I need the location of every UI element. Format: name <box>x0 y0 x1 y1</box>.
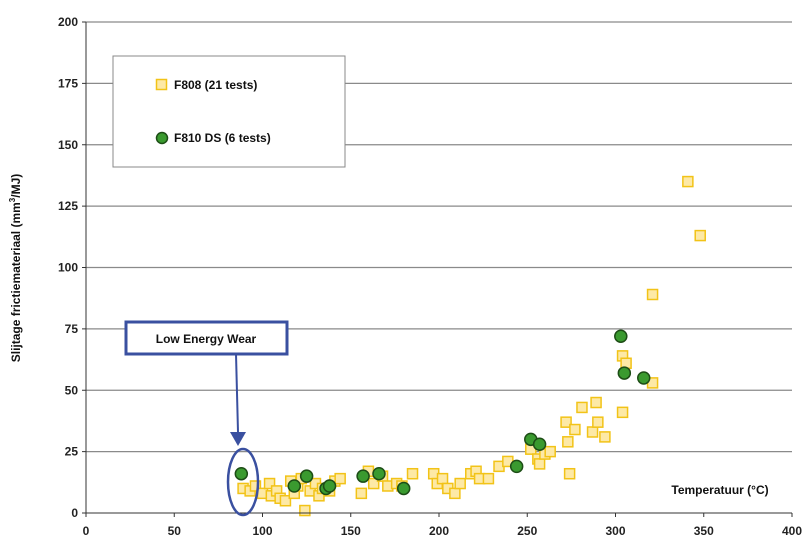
f808-point-23 <box>367 477 380 490</box>
f810-point-11 <box>614 329 628 343</box>
callout-label: Low Energy Wear <box>156 332 257 346</box>
f810-point-12 <box>617 366 632 380</box>
y-tick-label-0: 0 <box>71 506 78 520</box>
tick-labels: 0 25 50 75 100 125 150 175 200 0 50 100 150 200 250 300… <box>58 15 802 538</box>
f808-point-8 <box>279 494 292 507</box>
f808-point-55 <box>616 406 629 419</box>
x-tick-label-300: 300 <box>605 524 625 538</box>
x-tick-label-350: 350 <box>694 524 714 538</box>
y-axis-title-sup: 3 <box>8 197 17 202</box>
legend-box <box>112 55 346 168</box>
f808-point-28 <box>406 467 419 480</box>
f810-point-0 <box>234 466 249 481</box>
callout-arrow-line <box>235 353 239 433</box>
f808-point-33 <box>449 487 461 500</box>
y-tick-label-50: 50 <box>65 383 79 397</box>
f808-point-45 <box>544 445 556 458</box>
f808-point-46 <box>560 416 572 428</box>
f808-point-49 <box>569 423 581 436</box>
f810-point-6 <box>372 466 386 481</box>
f808-point-48 <box>563 467 576 480</box>
f808-point-53 <box>592 416 604 428</box>
f808-point-31 <box>436 472 449 485</box>
legend-marker-f808 <box>155 78 168 91</box>
callout-highlight-ellipse <box>226 447 260 517</box>
y-tick-label-175: 175 <box>58 76 78 90</box>
callout-arrow-head <box>230 432 246 446</box>
f808-point-34 <box>454 477 466 490</box>
y-tick-label-125: 125 <box>58 199 78 213</box>
x-tick-label-250: 250 <box>517 524 537 538</box>
legend-label-f810: F810 DS (6 tests) <box>174 131 271 145</box>
f808-point-4 <box>263 477 276 490</box>
f810-point-4 <box>322 479 337 493</box>
x-tick-label-150: 150 <box>341 524 361 538</box>
f810-point-10 <box>532 437 547 452</box>
y-tick-label-25: 25 <box>65 445 79 459</box>
y-axis-title-main: Slijtage frictiemateriaal (mm <box>9 202 23 362</box>
x-tick-label-50: 50 <box>168 524 182 538</box>
y-tick-label-150: 150 <box>58 138 78 152</box>
x-tick-label-200: 200 <box>429 524 449 538</box>
f810-point-13 <box>636 371 651 385</box>
low-energy-wear-callout: Low Energy Wear <box>124 320 289 517</box>
f810-point-5 <box>356 469 370 483</box>
data-points <box>234 175 706 517</box>
f808-point-43 <box>533 458 546 470</box>
y-axis-title: Slijtage frictiemateriaal (mm3/MJ) <box>8 174 23 363</box>
y-tick-label-100: 100 <box>58 261 78 275</box>
f808-point-38 <box>482 472 495 485</box>
f808-point-47 <box>562 436 574 448</box>
y-axis-title-end: /MJ) <box>9 174 23 198</box>
f808-point-61 <box>694 229 706 242</box>
f810-point-7 <box>396 481 411 496</box>
y-tick-label-200: 200 <box>58 15 78 29</box>
legend: F808 (21 tests) F810 DS (6 tests) <box>112 55 346 168</box>
f808-point-13 <box>299 504 311 517</box>
f808-point-51 <box>586 426 599 438</box>
f810-point-2 <box>299 469 314 483</box>
x-tick-label-100: 100 <box>252 524 272 538</box>
f808-point-20 <box>334 472 346 485</box>
f808-point-54 <box>599 431 611 443</box>
y-tick-label-75: 75 <box>65 322 79 336</box>
f810-point-8 <box>509 459 524 474</box>
callout-box <box>124 320 289 356</box>
f808-point-50 <box>576 401 588 414</box>
x-tick-label-400: 400 <box>782 524 802 538</box>
legend-marker-f810 <box>155 131 169 145</box>
f808-point-60 <box>682 175 694 188</box>
x-tick-label-0: 0 <box>83 524 90 538</box>
x-axis-title: Temperatuur (°C) <box>671 483 768 497</box>
f810-point-1 <box>287 479 302 493</box>
f808-point-52 <box>590 396 602 409</box>
f808-point-2 <box>249 480 262 492</box>
legend-label-f808: F808 (21 tests) <box>174 78 257 92</box>
f808-point-21 <box>355 487 368 500</box>
f808-point-59 <box>646 288 659 301</box>
